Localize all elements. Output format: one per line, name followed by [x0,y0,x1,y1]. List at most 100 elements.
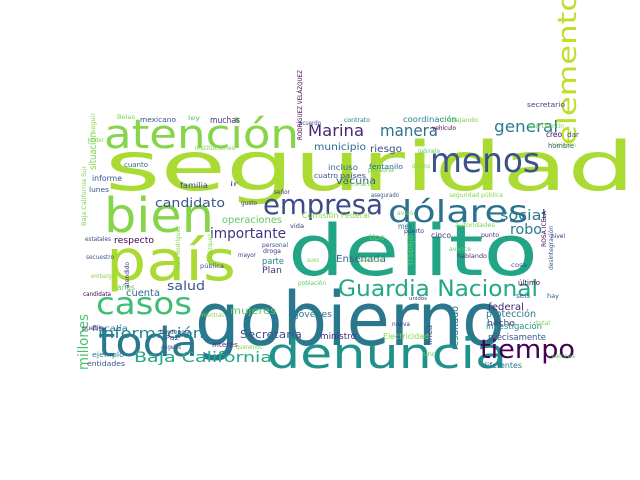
cloud-word: coordinación [403,114,457,124]
cloud-word: candidata [83,291,111,298]
cloud-word: pueblo [82,325,104,332]
cloud-word: unidos [409,296,427,302]
cloud-word: vehículo [432,125,456,132]
cloud-word: trabajando [442,117,478,124]
cloud-word: respecto [114,236,154,246]
cloud-word: Secretaría [240,328,302,341]
cloud-word: Comisión Federal [302,210,370,220]
cloud-word: población [298,280,326,287]
cloud-word: personal [262,242,288,249]
cloud-word: servicio [359,257,383,264]
cloud-word: riesgo [370,144,402,155]
cloud-word: seguridad [105,128,635,207]
cloud-word: droga [263,248,281,255]
cloud-word: Icela Rodríguez [175,226,182,270]
cloud-word: general [494,117,558,136]
cloud-word: bien [104,188,214,244]
cloud-word: países [340,172,366,180]
cloud-word: muchas [210,116,240,126]
cloud-word: casos [96,287,192,322]
cloud-word: Marina [308,121,364,140]
cloud-word: valores [551,353,575,360]
cloud-word: entidades [87,360,125,368]
cloud-word: manera [380,121,438,140]
cloud-word: autoridades [455,222,495,229]
cloud-word: asegurado [371,192,399,199]
cloud-word: operaciones [222,215,282,226]
cloud-word: delito [288,210,538,292]
cloud-word: lunes [89,186,109,194]
cloud-word: cinco [431,231,451,240]
cloud-word: gabinete [418,148,440,155]
cloud-word: seguridad pública [449,192,503,199]
cloud-word: último [518,279,540,287]
cloud-word: cuanto [124,161,148,169]
cloud-word: hombre [548,142,574,150]
cloud-word: mes [398,222,412,231]
cloud-word: desintegración [548,226,555,270]
cloud-word: años [117,283,135,292]
cloud-word: atención [104,112,299,158]
cloud-word: RODRÍGUEZ VELÁZQUEZ [297,70,304,140]
cloud-word: aves [307,257,319,264]
cloud-word: mayor [238,252,256,259]
cloud-word: Ángeles [161,344,181,351]
cloud-word: ley [188,115,201,122]
cloud-word: millones [76,314,92,370]
cloud-word: toda [98,320,198,366]
cloud-word: ejemplo [92,351,124,359]
cloud-word: social [500,208,546,224]
cloud-word: cosa [511,262,527,269]
cloud-word: vida [290,223,304,230]
cloud-word: secuestro [86,254,114,261]
cloud-word: ROSA ICELA [541,210,548,247]
cloud-word: diferentes [482,361,522,370]
cloud-word: estatales [85,236,111,243]
cloud-word: total [536,320,550,327]
cloud-word: dar [567,131,579,139]
cloud-word: creo [546,130,562,139]
cloud-word: Ensenada [336,254,386,265]
cloud-word: empresa [263,188,383,221]
cloud-word: parte [262,257,284,267]
cloud-word: mexicano [140,116,176,124]
cloud-word: seguir [90,112,97,133]
cloud-word: elementos [553,0,583,145]
cloud-word: ministro [320,332,356,342]
cloud-word: mientras [200,312,224,319]
cloud-word: hecho [487,319,515,329]
cloud-word: instituciones [195,145,235,152]
cloud-word: Velázquez [207,234,214,262]
cloud-word: protección [486,308,536,320]
cloud-word: nivel [551,233,565,240]
cloud-word: contrato [344,117,370,124]
cloud-word: queremos [236,344,262,351]
cloud-word: ir [230,181,239,188]
cloud-word: punto [481,232,499,239]
cloud-word: tendencia [160,329,190,336]
cloud-word: fentanilo [369,163,403,171]
cloud-word: Guardia Nacional [338,277,538,302]
cloud-word: vacuna [336,176,376,187]
cloud-word: importante [210,226,286,242]
cloud-word: secretario [527,101,565,109]
cloud-word: Plan [262,266,282,276]
cloud-word: puerto [404,228,424,235]
cloud-word: hay [547,293,559,300]
cloud-word: municipio [314,142,366,153]
cloud-word: cuatro [314,172,338,180]
cloud-word: aviso [397,210,413,217]
cloud-word: acuerdo [299,120,321,127]
cloud-word: línea [425,325,434,345]
cloud-word: dólares [388,195,528,230]
cloud-word: país [106,229,236,294]
cloud-word: interés [212,341,238,349]
cloud-word: hablando [457,253,487,260]
cloud-word: fiscalía [92,324,128,333]
cloud-word: investigación [486,321,542,332]
cloud-word: robo [510,222,542,238]
cloud-word: información [98,326,204,342]
cloud-word: atendido [124,262,131,288]
cloud-word: embargo [91,273,115,280]
cloud-word: familia [180,181,208,190]
